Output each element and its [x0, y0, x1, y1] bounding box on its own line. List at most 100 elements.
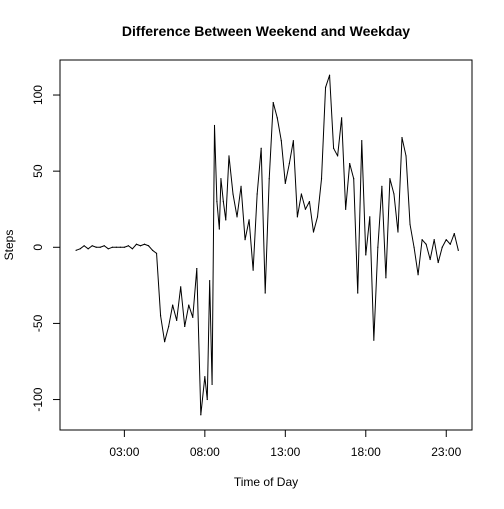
data-point: [168, 325, 170, 328]
data-point: [83, 245, 85, 247]
data-point: [111, 246, 113, 248]
y-tick-label: 0: [31, 244, 45, 251]
data-point: [300, 193, 303, 195]
data-point: [413, 246, 415, 248]
data-point: [457, 249, 459, 251]
data-point: [357, 292, 359, 294]
data-point: [213, 124, 216, 127]
data-point: [225, 219, 227, 221]
y-tick-label: 100: [31, 85, 45, 105]
data-point: [200, 414, 202, 416]
data-point: [397, 231, 399, 233]
data-point: [87, 248, 89, 250]
data-point: [159, 315, 162, 317]
data-point: [433, 239, 435, 241]
data-point: [365, 254, 367, 256]
data-point: [373, 339, 375, 341]
data-point: [288, 162, 290, 165]
data-point: [337, 155, 339, 157]
data-point: [389, 178, 391, 180]
data-point: [211, 383, 213, 385]
data-point: [280, 140, 282, 142]
data-point: [252, 269, 254, 271]
data-point: [147, 245, 150, 247]
x-tick-label: 08:00: [190, 445, 220, 459]
data-point: [220, 178, 222, 180]
data-point: [453, 232, 455, 235]
data-point: [304, 208, 307, 210]
data-point: [441, 246, 443, 248]
data-point: [421, 239, 423, 241]
data-point: [236, 216, 238, 218]
data-point: [296, 216, 298, 218]
data-point: [75, 249, 77, 251]
data-point: [425, 243, 427, 245]
data-point: [228, 155, 230, 157]
data-point: [127, 245, 129, 247]
data-point: [115, 246, 117, 248]
x-tick-label: 23:00: [431, 445, 461, 459]
y-tick-label: 50: [31, 164, 45, 178]
data-point: [209, 280, 211, 282]
y-axis-label: Steps: [2, 230, 16, 261]
data-point: [188, 304, 190, 306]
data-point: [341, 117, 343, 119]
series-line: [75, 74, 459, 416]
data-point: [99, 246, 101, 248]
data-point: [264, 292, 266, 294]
data-point: [393, 193, 395, 195]
data-point: [316, 216, 319, 218]
data-point: [143, 243, 146, 245]
x-axis-label: Time of Day: [234, 475, 298, 489]
data-point: [429, 258, 431, 261]
data-point: [244, 239, 246, 241]
data-point: [176, 319, 178, 321]
data-point: [377, 246, 379, 248]
data-point: [405, 155, 407, 157]
data-point: [139, 245, 142, 247]
series-layer: [75, 74, 459, 416]
data-point: [192, 316, 194, 318]
data-point: [417, 274, 419, 276]
data-point: [91, 245, 93, 247]
data-point: [232, 193, 234, 195]
x-tick-label: 18:00: [351, 445, 381, 459]
data-point: [123, 246, 125, 248]
data-point: [349, 162, 351, 165]
data-point: [332, 147, 335, 149]
data-point: [204, 376, 206, 378]
data-point: [320, 178, 323, 180]
data-point: [381, 185, 383, 187]
data-point: [449, 243, 451, 245]
data-point: [324, 86, 327, 89]
x-tick-label: 13:00: [270, 445, 300, 459]
data-point: [131, 248, 134, 250]
data-point: [353, 178, 355, 180]
data-point: [240, 185, 242, 187]
data-point: [107, 248, 109, 250]
data-point: [164, 341, 166, 343]
data-point: [276, 117, 278, 119]
data-point: [218, 228, 220, 230]
data-point: [409, 223, 411, 226]
data-point: [172, 304, 174, 306]
data-point: [268, 178, 270, 180]
data-point: [401, 137, 403, 139]
y-tick-label: -50: [31, 314, 45, 332]
y-tick-label: -100: [31, 387, 45, 411]
data-point: [95, 246, 97, 248]
chart-title: Difference Between Weekend and Weekday: [122, 23, 410, 39]
data-point: [437, 261, 439, 264]
data-point: [369, 216, 371, 218]
data-point: [184, 325, 186, 328]
data-point: [308, 201, 311, 203]
data-point: [151, 249, 154, 251]
data-point: [222, 201, 224, 203]
data-point: [260, 147, 262, 149]
data-point: [256, 193, 258, 195]
data-point: [103, 245, 105, 247]
x-axis: 03:00 08:00 13:00 18:00 23:00: [109, 429, 462, 459]
data-point: [272, 102, 274, 104]
